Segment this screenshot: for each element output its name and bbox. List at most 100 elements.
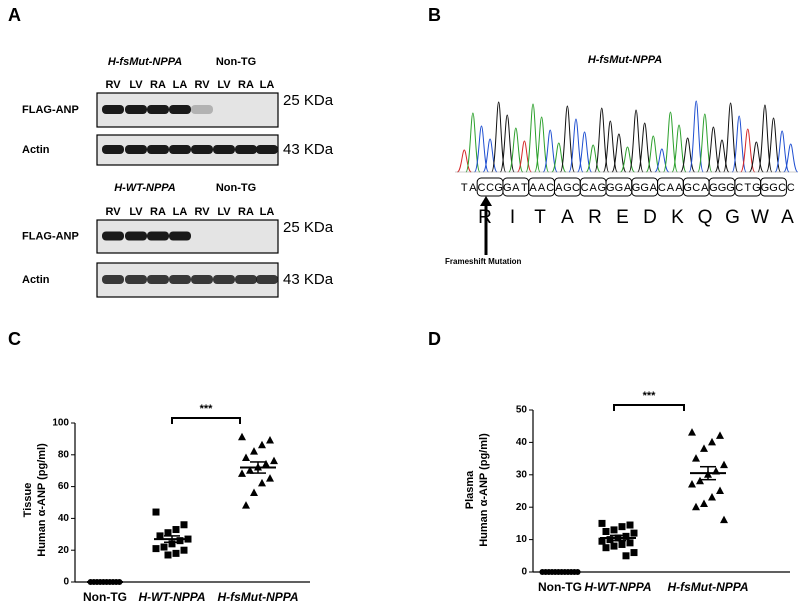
data-point bbox=[246, 466, 254, 474]
significance-label: *** bbox=[200, 403, 214, 415]
y-tick-label: 80 bbox=[58, 449, 70, 460]
trace-peak bbox=[645, 135, 661, 173]
base: A bbox=[589, 182, 597, 194]
base: G bbox=[632, 182, 641, 194]
arrow-head bbox=[480, 196, 492, 206]
blot-band bbox=[169, 105, 191, 114]
y-tick-label: 40 bbox=[516, 437, 528, 448]
significance-label: *** bbox=[643, 390, 657, 402]
x-tick-label: H-fsMut-NPPA bbox=[217, 590, 298, 604]
trace-peak bbox=[594, 107, 610, 173]
blot-band bbox=[102, 231, 124, 241]
data-point bbox=[700, 499, 708, 507]
trace-peak bbox=[473, 125, 489, 173]
data-point bbox=[626, 521, 634, 529]
row-label: Actin bbox=[22, 144, 50, 156]
blot-band bbox=[102, 275, 124, 284]
trace-peak bbox=[465, 112, 481, 173]
data-point bbox=[720, 515, 728, 524]
data-point bbox=[630, 529, 638, 537]
data-point bbox=[688, 428, 696, 436]
base: C bbox=[658, 182, 666, 194]
panel-label: C bbox=[8, 329, 21, 349]
trace-peak bbox=[525, 103, 541, 173]
base: G bbox=[640, 182, 649, 194]
y-tick-label: 60 bbox=[58, 481, 70, 492]
y-axis-label: Human α-ANP (pg/ml) bbox=[36, 443, 48, 557]
base: A bbox=[555, 182, 563, 194]
base: C bbox=[692, 182, 700, 194]
data-point bbox=[160, 543, 168, 551]
trace-peak bbox=[568, 118, 584, 173]
amino-acid: G bbox=[725, 207, 740, 228]
amino-acid: I bbox=[510, 207, 515, 228]
trace-peak bbox=[516, 140, 532, 173]
lane-label: LV bbox=[129, 206, 143, 218]
base: C bbox=[581, 182, 589, 194]
data-point bbox=[250, 447, 258, 455]
trace-peak bbox=[611, 133, 627, 173]
trace-peak bbox=[585, 144, 601, 173]
base: T bbox=[521, 182, 528, 194]
data-point bbox=[618, 540, 626, 548]
x-tick-label: H-fsMut-NPPA bbox=[667, 580, 748, 594]
base: G bbox=[615, 182, 624, 194]
amino-acid: Q bbox=[698, 207, 713, 228]
lane-label: RV bbox=[194, 206, 210, 218]
lane-label: LA bbox=[173, 206, 188, 218]
row-label: FLAG-ANP bbox=[22, 104, 79, 116]
y-axis-label: Tissue bbox=[22, 483, 34, 518]
row-label: Actin bbox=[22, 274, 50, 286]
base: G bbox=[726, 182, 735, 194]
y-tick-label: 20 bbox=[58, 545, 70, 556]
base: A bbox=[667, 182, 675, 194]
blot-band bbox=[256, 145, 278, 154]
data-point bbox=[622, 552, 630, 560]
base: A bbox=[529, 182, 537, 194]
trace-peak bbox=[783, 143, 799, 173]
data-point bbox=[238, 469, 246, 477]
base: G bbox=[503, 182, 512, 194]
data-point bbox=[610, 526, 618, 534]
y-axis-label: Plasma bbox=[464, 470, 476, 509]
trace-peak bbox=[491, 101, 507, 173]
data-point bbox=[696, 476, 704, 485]
y-tick-label: 30 bbox=[516, 469, 528, 480]
trace-peak bbox=[680, 137, 696, 173]
blot-band bbox=[102, 145, 124, 154]
trace-peak bbox=[654, 148, 670, 173]
data-point bbox=[598, 519, 606, 527]
y-tick-label: 50 bbox=[516, 405, 528, 416]
base: C bbox=[477, 182, 485, 194]
data-point bbox=[250, 488, 258, 496]
amino-acid: K bbox=[671, 207, 684, 228]
base: A bbox=[650, 182, 658, 194]
blot-band bbox=[125, 231, 147, 241]
trace-peak bbox=[705, 126, 721, 173]
trace-peak bbox=[628, 109, 644, 173]
data-point bbox=[180, 521, 188, 529]
base: G bbox=[761, 182, 770, 194]
trace-peak bbox=[766, 117, 782, 173]
base: G bbox=[752, 182, 761, 194]
trace-peak bbox=[731, 115, 747, 173]
blot-band bbox=[169, 231, 191, 241]
lane-label: RV bbox=[105, 206, 121, 218]
trace-peak bbox=[757, 104, 773, 173]
data-point bbox=[598, 537, 606, 545]
trace-peak bbox=[774, 130, 790, 173]
base: G bbox=[769, 182, 778, 194]
data-point bbox=[164, 551, 172, 559]
blot-band bbox=[169, 275, 191, 284]
base: A bbox=[701, 182, 709, 194]
data-point bbox=[270, 456, 278, 465]
base: G bbox=[597, 182, 606, 194]
data-point bbox=[606, 536, 614, 544]
base: A bbox=[538, 182, 546, 194]
data-point bbox=[176, 537, 184, 545]
panel-label: A bbox=[8, 5, 21, 25]
trace-peak bbox=[748, 141, 764, 173]
data-point bbox=[692, 502, 700, 511]
trace-peak bbox=[499, 114, 515, 173]
